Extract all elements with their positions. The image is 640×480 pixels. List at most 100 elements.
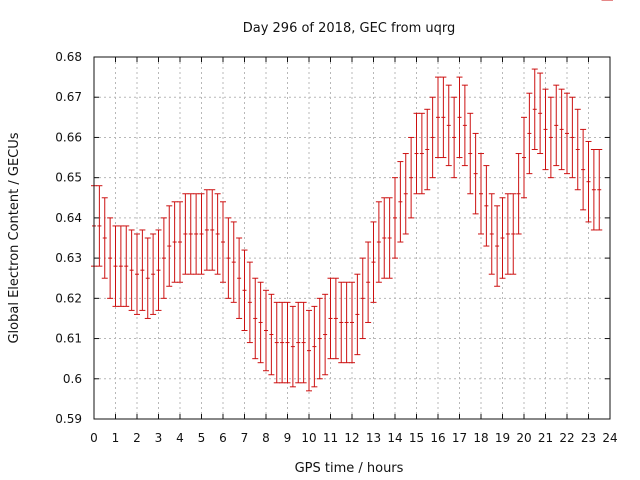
error-bar-point	[241, 249, 248, 332]
error-bar-point	[585, 140, 592, 223]
error-bar-point	[289, 305, 296, 388]
error-bar-point	[504, 193, 511, 275]
error-bar-point	[488, 193, 495, 275]
y-tick-label: 0.65	[55, 171, 82, 185]
error-bar-point	[327, 277, 334, 360]
y-tick-label: 0.59	[55, 412, 82, 426]
x-tick-label: 15	[409, 431, 424, 445]
error-bar-point	[574, 108, 581, 191]
error-bar-point	[177, 201, 183, 283]
y-axis-label: Global Electron Content / GECUs	[7, 132, 22, 343]
error-bar-point	[343, 281, 350, 364]
error-bar-point	[537, 72, 544, 155]
error-bar-point	[112, 225, 119, 307]
error-bar-point	[322, 293, 329, 376]
error-bar-point	[569, 96, 576, 179]
y-tick-label: 0.63	[55, 251, 82, 265]
x-tick-label: 11	[323, 431, 338, 445]
x-tick-label: 4	[176, 431, 184, 445]
error-bar-point	[349, 281, 355, 364]
error-bar-point	[166, 205, 173, 287]
error-bar-point	[171, 201, 178, 283]
x-tick-label: 13	[366, 431, 381, 445]
chart-title: Day 296 of 2018, GEC from uqrg	[243, 21, 456, 36]
error-bar-point	[123, 225, 130, 307]
error-bar-point	[370, 221, 377, 303]
x-tick-label: 22	[559, 431, 574, 445]
error-bar-point	[354, 273, 361, 356]
x-tick-label: 8	[262, 431, 270, 445]
error-bar-point	[435, 76, 441, 159]
error-bar-point	[203, 189, 210, 271]
error-bar-point	[547, 96, 554, 179]
x-tick-label: 2	[133, 431, 141, 445]
x-tick-label: 21	[538, 431, 553, 445]
x-tick-label: 3	[155, 431, 163, 445]
x-tick-label: 9	[284, 431, 292, 445]
error-bar-point	[381, 197, 388, 279]
error-bar-point	[252, 277, 259, 360]
error-bar-point	[478, 153, 484, 235]
error-bar-point	[429, 96, 436, 179]
error-bar-point	[295, 301, 302, 384]
error-bar-point	[150, 233, 157, 315]
error-bar-point	[456, 76, 463, 159]
error-bar-point	[268, 293, 275, 376]
y-tick-label: 0.68	[55, 50, 82, 64]
y-tick-label: 0.61	[55, 332, 82, 346]
error-bar-point	[440, 76, 447, 159]
error-bar-point	[510, 193, 517, 275]
error-bar-point	[408, 136, 415, 219]
error-bar-point	[359, 257, 366, 340]
error-bar-point	[246, 261, 253, 344]
error-bar-point	[160, 217, 167, 299]
error-bars-layer	[91, 0, 613, 392]
error-bar-point	[230, 221, 237, 303]
error-bar-point	[338, 281, 345, 364]
x-tick-label: 7	[241, 431, 249, 445]
error-bar-point	[596, 149, 603, 231]
x-tick-label: 0	[90, 431, 98, 445]
plot-frame	[93, 56, 611, 420]
error-bar-point	[134, 233, 140, 315]
x-tick-label: 16	[430, 431, 445, 445]
error-bar-point	[386, 197, 393, 279]
x-tick-label: 24	[602, 431, 617, 445]
x-tick-label: 5	[198, 431, 206, 445]
error-bar-point	[494, 205, 501, 287]
error-bar-point	[531, 68, 538, 151]
x-tick-label: 17	[452, 431, 467, 445]
error-bar-point	[306, 309, 312, 392]
y-tick-label: 0.64	[55, 211, 82, 225]
error-bar-point	[483, 165, 490, 247]
error-bar-point	[558, 88, 565, 171]
error-bar-point	[117, 225, 124, 307]
error-bar-point	[128, 229, 135, 311]
error-bar-point	[236, 237, 243, 319]
error-bar-point	[300, 301, 307, 384]
error-bar-point	[564, 92, 570, 175]
error-bar-point	[392, 177, 398, 259]
error-bar-point	[198, 193, 205, 275]
error-bar-point	[193, 193, 200, 275]
error-bar-point	[311, 305, 318, 388]
y-tick-label: 0.67	[55, 90, 82, 104]
error-bar-point	[472, 132, 479, 215]
error-bar-point	[107, 217, 114, 299]
error-bar-point	[365, 241, 372, 323]
error-bar-point	[553, 84, 560, 167]
error-bar-point	[397, 161, 404, 243]
error-bar-point	[96, 185, 103, 267]
error-bar-point	[257, 281, 264, 364]
error-bar-point	[155, 229, 162, 311]
error-bar-point	[332, 277, 339, 360]
x-tick-label: 18	[473, 431, 488, 445]
error-bar-point	[451, 96, 458, 179]
error-bar-point	[220, 201, 226, 283]
error-bar-point	[402, 153, 409, 235]
x-tick-label: 14	[387, 431, 402, 445]
y-tick-label: 0.66	[55, 130, 82, 144]
error-bar-point	[424, 108, 431, 191]
